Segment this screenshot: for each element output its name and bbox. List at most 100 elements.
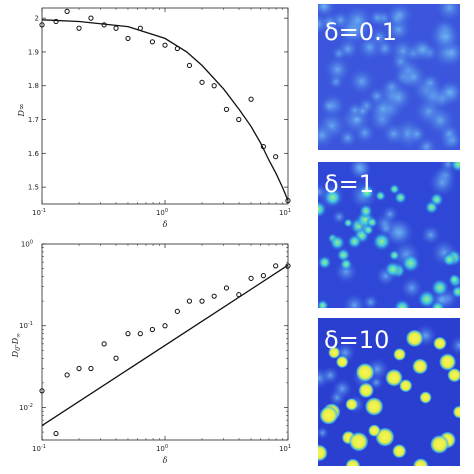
texture-blob [339,257,353,271]
panel-label: δ=1 [324,170,374,198]
texture-blob [374,190,387,202]
texture-blob [318,255,332,270]
texture-blob [385,368,403,387]
y-tick-label: 100 [21,240,33,249]
texture-blob [355,362,375,382]
texture-blob [345,397,359,411]
texture-blob [329,234,346,251]
data-point [211,83,217,89]
texture-blob [323,55,352,84]
x-tick-label: 10-1 [32,444,46,453]
data-point [53,18,59,25]
texture-blob [318,122,335,149]
y-tick-label: 1.9 [28,48,39,56]
panel-delta-10: δ=10 [318,318,460,466]
texture-blob [438,353,457,371]
texture-blob [320,97,338,115]
texture-blob [449,335,460,356]
x-tick-label: 100 [156,208,168,217]
texture-blob [321,366,340,385]
texture-blob [364,397,384,417]
texture-blob [412,358,429,375]
bottom-chart-x-ticks: 10-1 100 101 [32,244,291,453]
texture-blob [335,355,349,369]
data-point [248,96,254,102]
texture-blob [405,329,424,348]
data-point [236,116,242,123]
texture-blob [358,203,374,219]
texture-blob [388,183,401,195]
y-tick-label: 2 [35,15,39,23]
texture-blob [336,37,360,61]
panel-blobs [318,162,460,308]
x-tick-label: 100 [156,444,168,453]
texture-blob [430,278,450,298]
panel-blobs [318,4,460,150]
bottom-chart-x-label: δ [163,456,168,465]
texture-blob [393,298,412,308]
fit-line [41,19,289,201]
texture-blob [318,200,328,219]
data-point [101,341,107,347]
texture-blob [384,83,414,112]
data-point [76,365,82,372]
data-point [199,298,205,304]
data-point [137,331,143,337]
texture-blob [431,22,460,51]
texture-blob [354,102,371,120]
texture-blob [393,347,407,361]
data-point [248,275,254,281]
y-tick-label: 10-1 [19,321,33,330]
texture-blob [331,209,347,225]
panel-blobs [318,324,460,466]
texture-blob [319,405,339,425]
texture-blob [430,300,446,308]
top-chart-y-label: D∞ [17,103,26,117]
texture-blob [343,217,354,228]
data-point [211,293,217,299]
texture-blob [435,4,460,22]
data-point [76,25,82,31]
y-tick-label: 10-2 [19,403,33,412]
texture-blob [318,444,328,462]
panel-delta-0-1: δ=0.1 [318,4,460,150]
data-point [149,39,156,45]
texture-blob [429,434,450,455]
texture-blob [342,293,367,308]
texture-blob [437,80,460,106]
texture-blob [341,4,374,37]
texture-blob [424,200,439,215]
bottom-ylabel-rest: -D [11,337,20,347]
x-tick-label: 101 [279,444,291,453]
fit-line [41,264,289,427]
data-point [53,430,59,437]
texture-blob [381,205,399,224]
texture-blob [318,299,330,308]
texture-blob [348,431,369,452]
bottom-ylabel-main: D [11,350,20,358]
texture-blob [337,127,358,148]
texture-blob [427,168,457,197]
texture-blob [407,124,427,144]
data-point [162,42,168,48]
texture-blob [448,273,460,286]
texture-blob [347,162,372,180]
top-chart-x-ticks: 10-1 100 101 [32,8,291,217]
data-point [149,326,156,333]
texture-blob [400,253,421,274]
data-point [88,15,94,21]
texture-blob [420,224,442,246]
panel-label: δ=10 [324,326,389,354]
x-tick-label: 10-1 [32,208,46,217]
texture-blob [362,294,379,308]
data-point [223,106,230,112]
data-point [285,198,291,204]
texture-blob [400,63,428,91]
data-point [186,62,193,69]
data-point [186,298,193,304]
texture-blob [419,391,432,404]
texture-blob [450,162,460,173]
top-chart-series [39,8,291,204]
y-tick-label: 1.8 [28,82,39,90]
